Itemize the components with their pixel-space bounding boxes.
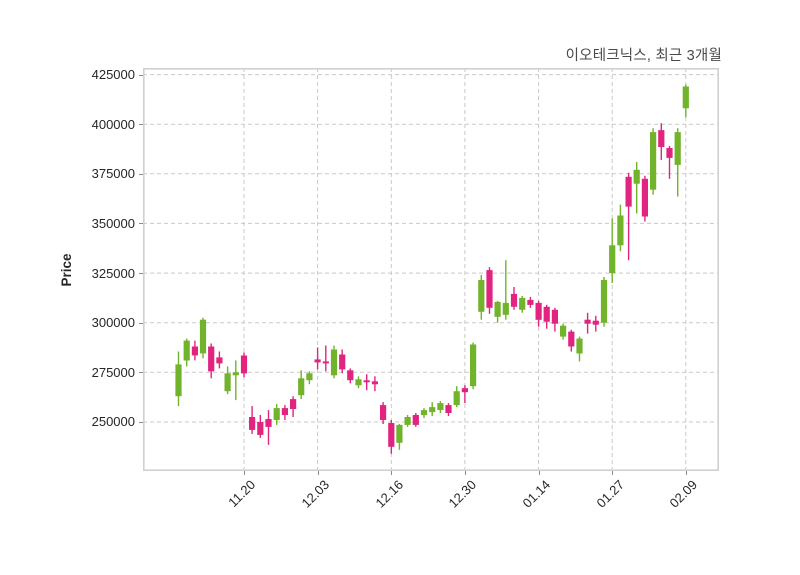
candle-down [461, 385, 468, 404]
x-tick-label: 12.03 [298, 477, 333, 511]
candle-up [355, 376, 362, 389]
candle-down [265, 410, 272, 445]
candle-up [330, 345, 338, 379]
chart-title: 이오테크닉스, 최근 3개월 [565, 48, 722, 64]
candle-down [445, 403, 452, 416]
x-tick-label: 02.09 [666, 477, 701, 511]
candle-up [470, 342, 477, 390]
candle-up [674, 128, 681, 197]
x-tick-mark [391, 471, 393, 475]
candle-down [290, 396, 297, 417]
candle-down [216, 351, 223, 369]
candle-down [240, 352, 248, 378]
candle-down [412, 413, 419, 427]
plot-area [143, 68, 720, 471]
x-tick-label: 12.30 [445, 477, 480, 511]
candle-up [298, 370, 305, 400]
candle-down [363, 374, 370, 391]
candle-down [191, 340, 198, 361]
candles [175, 84, 689, 454]
candle-down [584, 312, 591, 334]
candle-up [633, 161, 640, 214]
candle-up [273, 404, 280, 425]
candle-down [347, 368, 354, 384]
candle-down [249, 406, 256, 434]
y-tick-mark [139, 273, 143, 275]
candle-up [617, 204, 624, 252]
y-tick-label: 350000 [91, 215, 135, 231]
y-tick-label: 250000 [91, 414, 135, 430]
x-tick-mark [685, 471, 687, 475]
candle-up [560, 323, 567, 340]
candle-up [576, 336, 583, 362]
candle-down [371, 376, 378, 392]
x-tick-mark [317, 471, 319, 475]
candle-down [535, 300, 542, 327]
candle-down [527, 296, 534, 308]
candle-down [314, 347, 321, 370]
candle-up [609, 218, 616, 283]
y-tick-mark [139, 372, 143, 374]
candle-down [625, 172, 632, 261]
y-tick-label: 375000 [91, 166, 135, 182]
candle-up [199, 317, 207, 359]
candle-down [388, 420, 395, 454]
plot-border [143, 68, 720, 471]
candle-up [519, 295, 526, 313]
candle-up [175, 351, 182, 407]
y-tick-label: 325000 [91, 265, 135, 281]
candle-down [486, 267, 493, 314]
y-tick-mark [139, 421, 143, 423]
candle-up [502, 260, 509, 320]
x-tick-mark [538, 471, 540, 475]
candle-up [453, 386, 460, 408]
candle-up [494, 300, 501, 323]
y-tick-mark [139, 173, 143, 175]
x-tick-mark [612, 471, 614, 475]
y-tick-label: 425000 [91, 67, 135, 83]
y-tick-label: 400000 [91, 116, 135, 132]
candle-down [666, 146, 673, 179]
y-tick-label: 300000 [91, 315, 135, 331]
x-tick-mark [243, 471, 245, 475]
candle-up [420, 408, 428, 418]
candle-up [183, 338, 190, 367]
candle-up [396, 424, 403, 450]
candle-up [682, 84, 689, 118]
candle-up [600, 277, 608, 327]
candle-down [551, 307, 558, 332]
candle-up [306, 371, 313, 385]
x-tick-mark [464, 471, 466, 475]
candle-down [568, 329, 575, 352]
candle-down [543, 304, 550, 329]
candle-down [510, 287, 518, 310]
candle-up [404, 415, 411, 427]
candle-up [224, 366, 231, 395]
candle-up [478, 275, 485, 320]
candle-up [232, 360, 239, 401]
candle-down [257, 415, 264, 438]
candle-up [429, 402, 436, 416]
x-tick-label: 01.27 [593, 477, 627, 511]
candlestick-chart [143, 68, 720, 471]
candle-up [437, 401, 444, 413]
candle-down [641, 175, 648, 222]
candle-down [281, 405, 288, 420]
candle-up [650, 128, 657, 195]
candle-down [339, 349, 346, 374]
candle-down [322, 345, 329, 372]
candle-down [380, 402, 387, 424]
candle-down [658, 123, 665, 160]
candle-down [592, 315, 599, 332]
candle-down [208, 343, 215, 379]
x-tick-label: 12.16 [372, 477, 406, 511]
x-tick-label: 01.14 [519, 477, 554, 511]
y-tick-mark [139, 223, 143, 225]
y-tick-mark [139, 124, 143, 126]
y-tick-mark [139, 322, 143, 324]
y-tick-mark [139, 74, 143, 76]
y-tick-label: 275000 [91, 364, 135, 380]
x-tick-label: 11.20 [225, 477, 259, 510]
